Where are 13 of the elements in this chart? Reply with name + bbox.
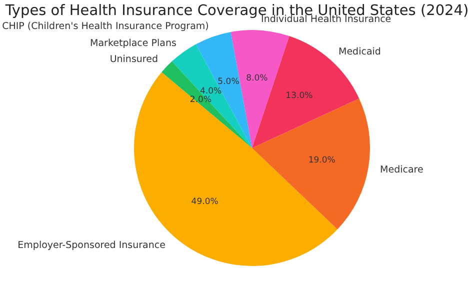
data-label: 5.0% — [218, 77, 240, 88]
data-label: 19.0% — [308, 156, 336, 166]
data-label: 13.0% — [286, 91, 313, 102]
data-label: 49.0% — [191, 196, 218, 207]
slice-label: Marketplace Plans — [90, 38, 176, 49]
data-label: 8.0% — [246, 73, 268, 84]
slice-label: Medicare — [380, 164, 424, 176]
slice-label: Uninsured — [110, 54, 158, 65]
slice-label: CHIP (Children's Health Insurance Program) — [2, 20, 209, 32]
slice-label: Employer-Sponsored Insurance — [18, 240, 166, 252]
pie-slice — [252, 98, 370, 230]
data-label: 4.0% — [200, 86, 222, 96]
slice-label: Medicaid — [338, 46, 381, 58]
